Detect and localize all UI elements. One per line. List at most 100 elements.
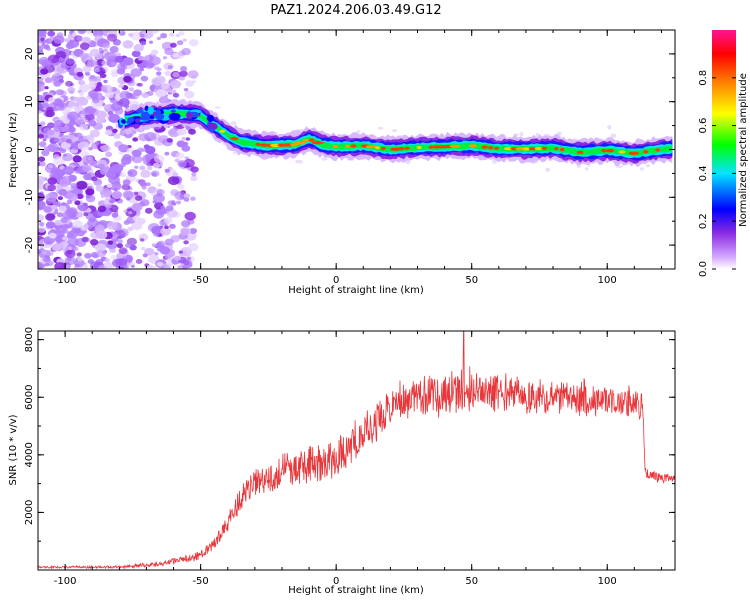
spectrogram-speckle: [128, 87, 135, 92]
spectrogram-speckle: [519, 131, 524, 137]
spectrogram-speckle: [117, 239, 123, 244]
spectrogram-peak: [380, 146, 386, 151]
spectrogram-speckle: [181, 145, 191, 152]
spectrogram-speckle: [163, 217, 173, 224]
spectrogram-speckle: [58, 188, 68, 196]
spectrogram-speckle: [645, 164, 651, 168]
spectrogram-speckle: [118, 98, 130, 107]
spectrogram-speckle: [41, 59, 52, 68]
spectrogram-speckle: [106, 221, 118, 230]
spectrogram-speckle: [87, 218, 99, 228]
spectrogram-speckle: [190, 196, 196, 201]
spectrogram-speckle: [164, 70, 172, 76]
spectrogram-speckle: [130, 31, 142, 41]
spectrogram-speckle: [171, 202, 177, 206]
spectrogram-speckle: [91, 176, 98, 182]
spectrogram-speckle: [97, 205, 107, 213]
spectrogram-speckle: [160, 205, 166, 210]
spectrogram-speckle: [174, 255, 182, 261]
x-tick-label: -100: [54, 275, 77, 286]
spectrogram-speckle: [77, 141, 90, 151]
spectrogram-speckle: [128, 211, 133, 215]
spectrogram-speckle: [47, 30, 56, 37]
spectrogram-speckle: [82, 164, 92, 172]
spectrogram-speckle: [66, 249, 72, 254]
spectrogram-speckle: [177, 160, 187, 168]
spectrogram-speckle: [90, 251, 99, 258]
spectrogram-speckle: [177, 184, 185, 190]
spectrogram-peak: [350, 144, 357, 148]
spectrogram-blob: [170, 109, 176, 113]
spectrogram-speckle: [104, 51, 117, 61]
spectrogram-speckle: [65, 120, 70, 124]
spectrogram-speckle: [44, 262, 50, 267]
spectrogram-speckle: [50, 204, 58, 210]
spectrogram-speckle: [48, 232, 57, 239]
spectrogram-speckle: [46, 106, 54, 113]
spectrogram-speckle: [607, 125, 612, 130]
spectrogram-x-label: Height of straight line (km): [288, 285, 424, 296]
y-tick-label: 4000: [24, 442, 35, 467]
spectrogram-speckle: [118, 247, 128, 255]
spectrogram-speckle: [114, 55, 124, 63]
spectrogram-speckle: [130, 262, 135, 266]
spectrogram-speckle: [139, 238, 145, 242]
spectrogram-speckle: [160, 226, 172, 236]
spectrogram-speckle: [67, 232, 75, 239]
spectrogram-peak: [311, 141, 324, 145]
spectrogram-speckle: [121, 231, 126, 235]
spectrogram-speckle: [111, 191, 123, 199]
colorbar-tick-label: 0.0: [698, 261, 709, 277]
spectrogram-speckle: [55, 89, 64, 96]
spectrogram-peak: [605, 149, 615, 153]
spectrogram-speckle: [64, 106, 72, 113]
spectrogram-speckle: [43, 146, 49, 151]
spectrogram-speckle: [141, 30, 154, 39]
spectrogram-peak: [528, 147, 537, 151]
spectrogram-speckle: [147, 165, 153, 171]
spectrogram-speckle: [76, 252, 82, 257]
spectrogram-speckle: [125, 243, 132, 248]
spectrogram-speckle: [95, 224, 105, 233]
spectrogram-speckle: [88, 120, 97, 127]
spectrogram-speckle: [75, 167, 84, 174]
spectrogram-speckle: [356, 130, 361, 133]
spectrogram-speckle: [144, 132, 157, 142]
spectrogram-peak: [560, 147, 565, 152]
spectrogram-speckle: [65, 138, 72, 144]
spectrogram-speckle: [52, 98, 63, 107]
spectrogram-blob: [127, 117, 135, 123]
spectrogram-blob: [208, 128, 216, 132]
spectrogram-speckle: [76, 193, 84, 200]
spectrogram-speckle: [65, 80, 73, 87]
spectrogram-peak: [488, 146, 494, 150]
spectrogram-speckle: [83, 212, 89, 217]
spectrogram-speckle: [62, 166, 74, 175]
spectrogram-peak: [576, 150, 584, 154]
spectrogram-speckle: [190, 166, 199, 173]
spectrogram-speckle: [119, 113, 126, 119]
spectrogram-speckle: [50, 167, 62, 176]
spectrogram-speckle: [96, 250, 107, 258]
spectrogram-speckle: [140, 246, 146, 251]
spectrogram-speckle: [183, 197, 190, 202]
spectrogram-speckle: [170, 42, 177, 48]
spectrogram-peak: [259, 143, 269, 147]
spectrogram-speckle: [158, 96, 170, 105]
spectrogram-speckle: [60, 141, 71, 150]
spectrogram-speckle: [295, 159, 303, 164]
x-tick-label: 50: [465, 275, 478, 286]
spectrogram-speckle: [154, 155, 165, 163]
y-tick-label: 2000: [24, 500, 35, 525]
spectrogram-speckle: [174, 191, 187, 201]
spectrogram-speckle: [88, 81, 97, 88]
spectrogram-speckle: [38, 133, 45, 139]
spectrogram-speckle: [65, 208, 78, 218]
spectrogram-speckle: [122, 179, 131, 186]
spectrogram-speckle: [149, 40, 153, 44]
y-tick-label: 10: [24, 95, 35, 108]
spectrogram-speckle: [130, 68, 142, 77]
spectrogram-peak: [230, 137, 239, 141]
spectrogram-speckle: [172, 92, 180, 98]
